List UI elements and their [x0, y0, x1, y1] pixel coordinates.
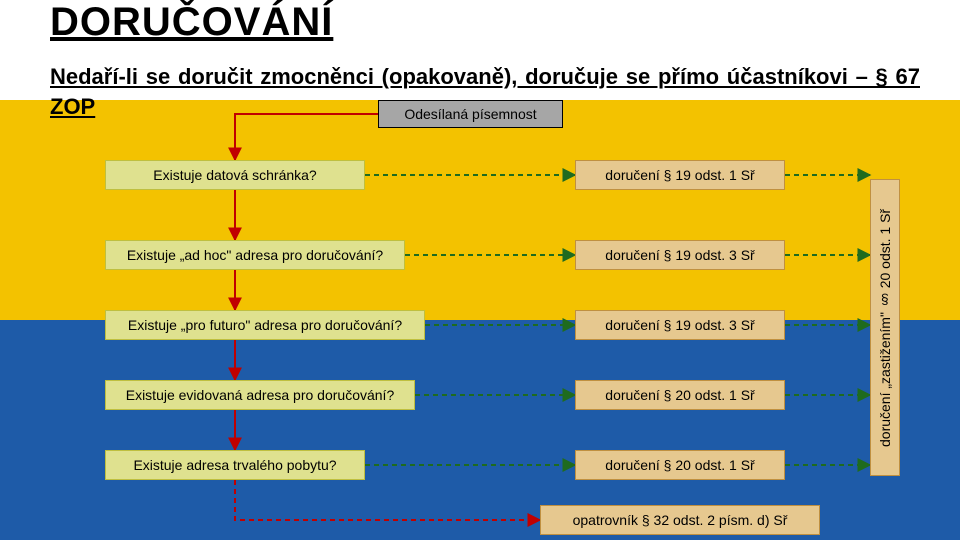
result-node: doručení § 19 odst. 3 Sř	[575, 240, 785, 270]
question-node: Existuje adresa trvalého pobytu?	[105, 450, 365, 480]
question-node: Existuje evidovaná adresa pro doručování…	[105, 380, 415, 410]
result-node: doručení § 20 odst. 1 Sř	[575, 450, 785, 480]
sidebar-result: doručení „zastižením" § 20 odst. 1 Sř	[870, 179, 900, 476]
result-node: opatrovník § 32 odst. 2 písm. d) Sř	[540, 505, 820, 535]
result-node: doručení § 20 odst. 1 Sř	[575, 380, 785, 410]
page-title: DORUČOVÁNÍ	[50, 0, 333, 45]
start-node: Odesílaná písemnost	[378, 100, 563, 128]
question-node: Existuje datová schránka?	[105, 160, 365, 190]
result-node: doručení § 19 odst. 3 Sř	[575, 310, 785, 340]
question-node: Existuje „ad hoc" adresa pro doručování?	[105, 240, 405, 270]
question-node: Existuje „pro futuro" adresa pro doručov…	[105, 310, 425, 340]
result-node: doručení § 19 odst. 1 Sř	[575, 160, 785, 190]
